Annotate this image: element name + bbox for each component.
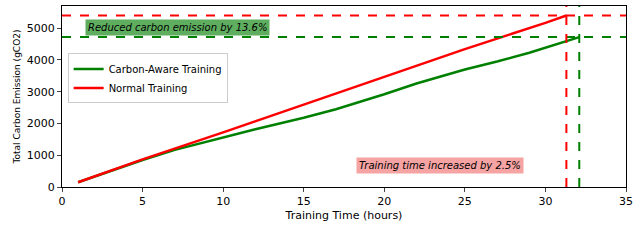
svg-text:10: 10 bbox=[216, 195, 230, 208]
svg-text:Total Carbon Emission (gCO2): Total Carbon Emission (gCO2) bbox=[12, 30, 22, 165]
svg-text:4000: 4000 bbox=[27, 54, 55, 67]
svg-text:1000: 1000 bbox=[27, 149, 55, 162]
svg-text:Normal Training: Normal Training bbox=[109, 83, 188, 94]
svg-text:35: 35 bbox=[619, 195, 633, 208]
svg-text:0: 0 bbox=[48, 181, 55, 194]
svg-text:15: 15 bbox=[297, 195, 311, 208]
svg-text:5000: 5000 bbox=[27, 22, 55, 35]
svg-text:5: 5 bbox=[139, 195, 146, 208]
svg-text:25: 25 bbox=[458, 195, 472, 208]
svg-text:Carbon-Aware Training: Carbon-Aware Training bbox=[109, 64, 222, 75]
svg-text:0: 0 bbox=[59, 195, 66, 208]
svg-text:2000: 2000 bbox=[27, 117, 55, 130]
svg-text:Training time increased by 2.5: Training time increased by 2.5% bbox=[359, 160, 521, 171]
svg-text:20: 20 bbox=[377, 195, 391, 208]
svg-text:Reduced carbon emission by 13.: Reduced carbon emission by 13.6% bbox=[88, 22, 267, 33]
svg-text:Training Time (hours): Training Time (hours) bbox=[285, 209, 403, 222]
svg-text:3000: 3000 bbox=[27, 86, 55, 99]
svg-text:30: 30 bbox=[538, 195, 552, 208]
